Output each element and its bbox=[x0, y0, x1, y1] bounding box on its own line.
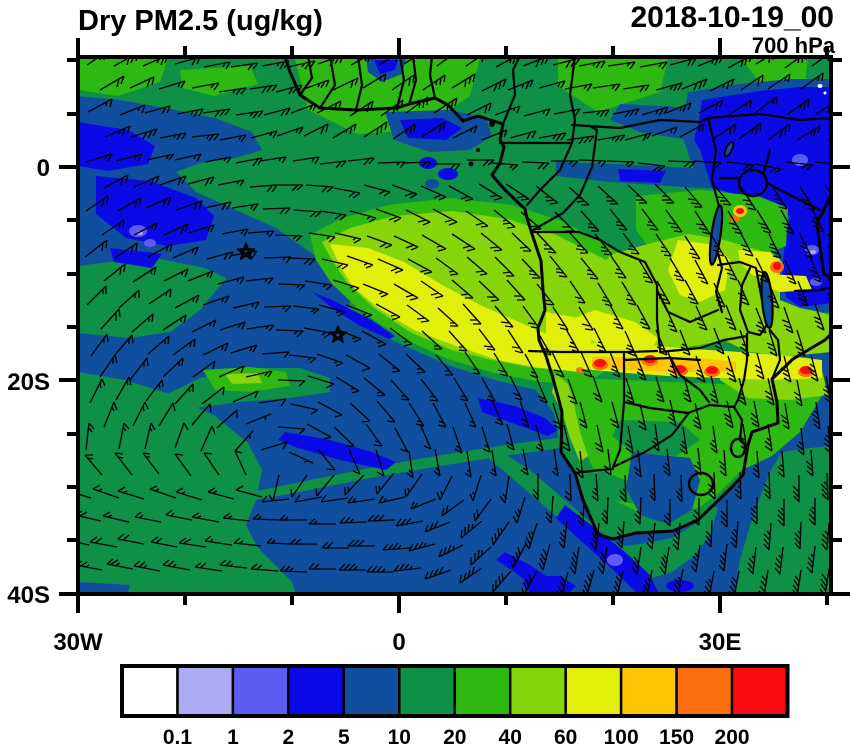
svg-text:20S: 20S bbox=[7, 369, 50, 396]
svg-text:0: 0 bbox=[37, 155, 50, 182]
svg-text:0.1: 0.1 bbox=[163, 726, 193, 749]
svg-text:40S: 40S bbox=[7, 582, 50, 609]
svg-text:200: 200 bbox=[715, 726, 750, 749]
svg-text:700 hPa: 700 hPa bbox=[752, 33, 836, 58]
svg-text:30W: 30W bbox=[53, 629, 103, 656]
svg-text:2: 2 bbox=[283, 726, 295, 749]
svg-text:5: 5 bbox=[338, 726, 350, 749]
svg-text:1: 1 bbox=[227, 726, 239, 749]
svg-text:Dry PM2.5 (ug/kg): Dry PM2.5 (ug/kg) bbox=[78, 5, 323, 37]
svg-text:10: 10 bbox=[388, 726, 411, 749]
svg-text:100: 100 bbox=[604, 726, 639, 749]
svg-text:150: 150 bbox=[659, 726, 694, 749]
svg-text:2018-10-19_00: 2018-10-19_00 bbox=[630, 1, 834, 34]
svg-text:0: 0 bbox=[392, 629, 405, 656]
svg-text:20: 20 bbox=[443, 726, 466, 749]
svg-text:30E: 30E bbox=[699, 629, 742, 656]
svg-text:60: 60 bbox=[554, 726, 577, 749]
svg-text:40: 40 bbox=[499, 726, 522, 749]
